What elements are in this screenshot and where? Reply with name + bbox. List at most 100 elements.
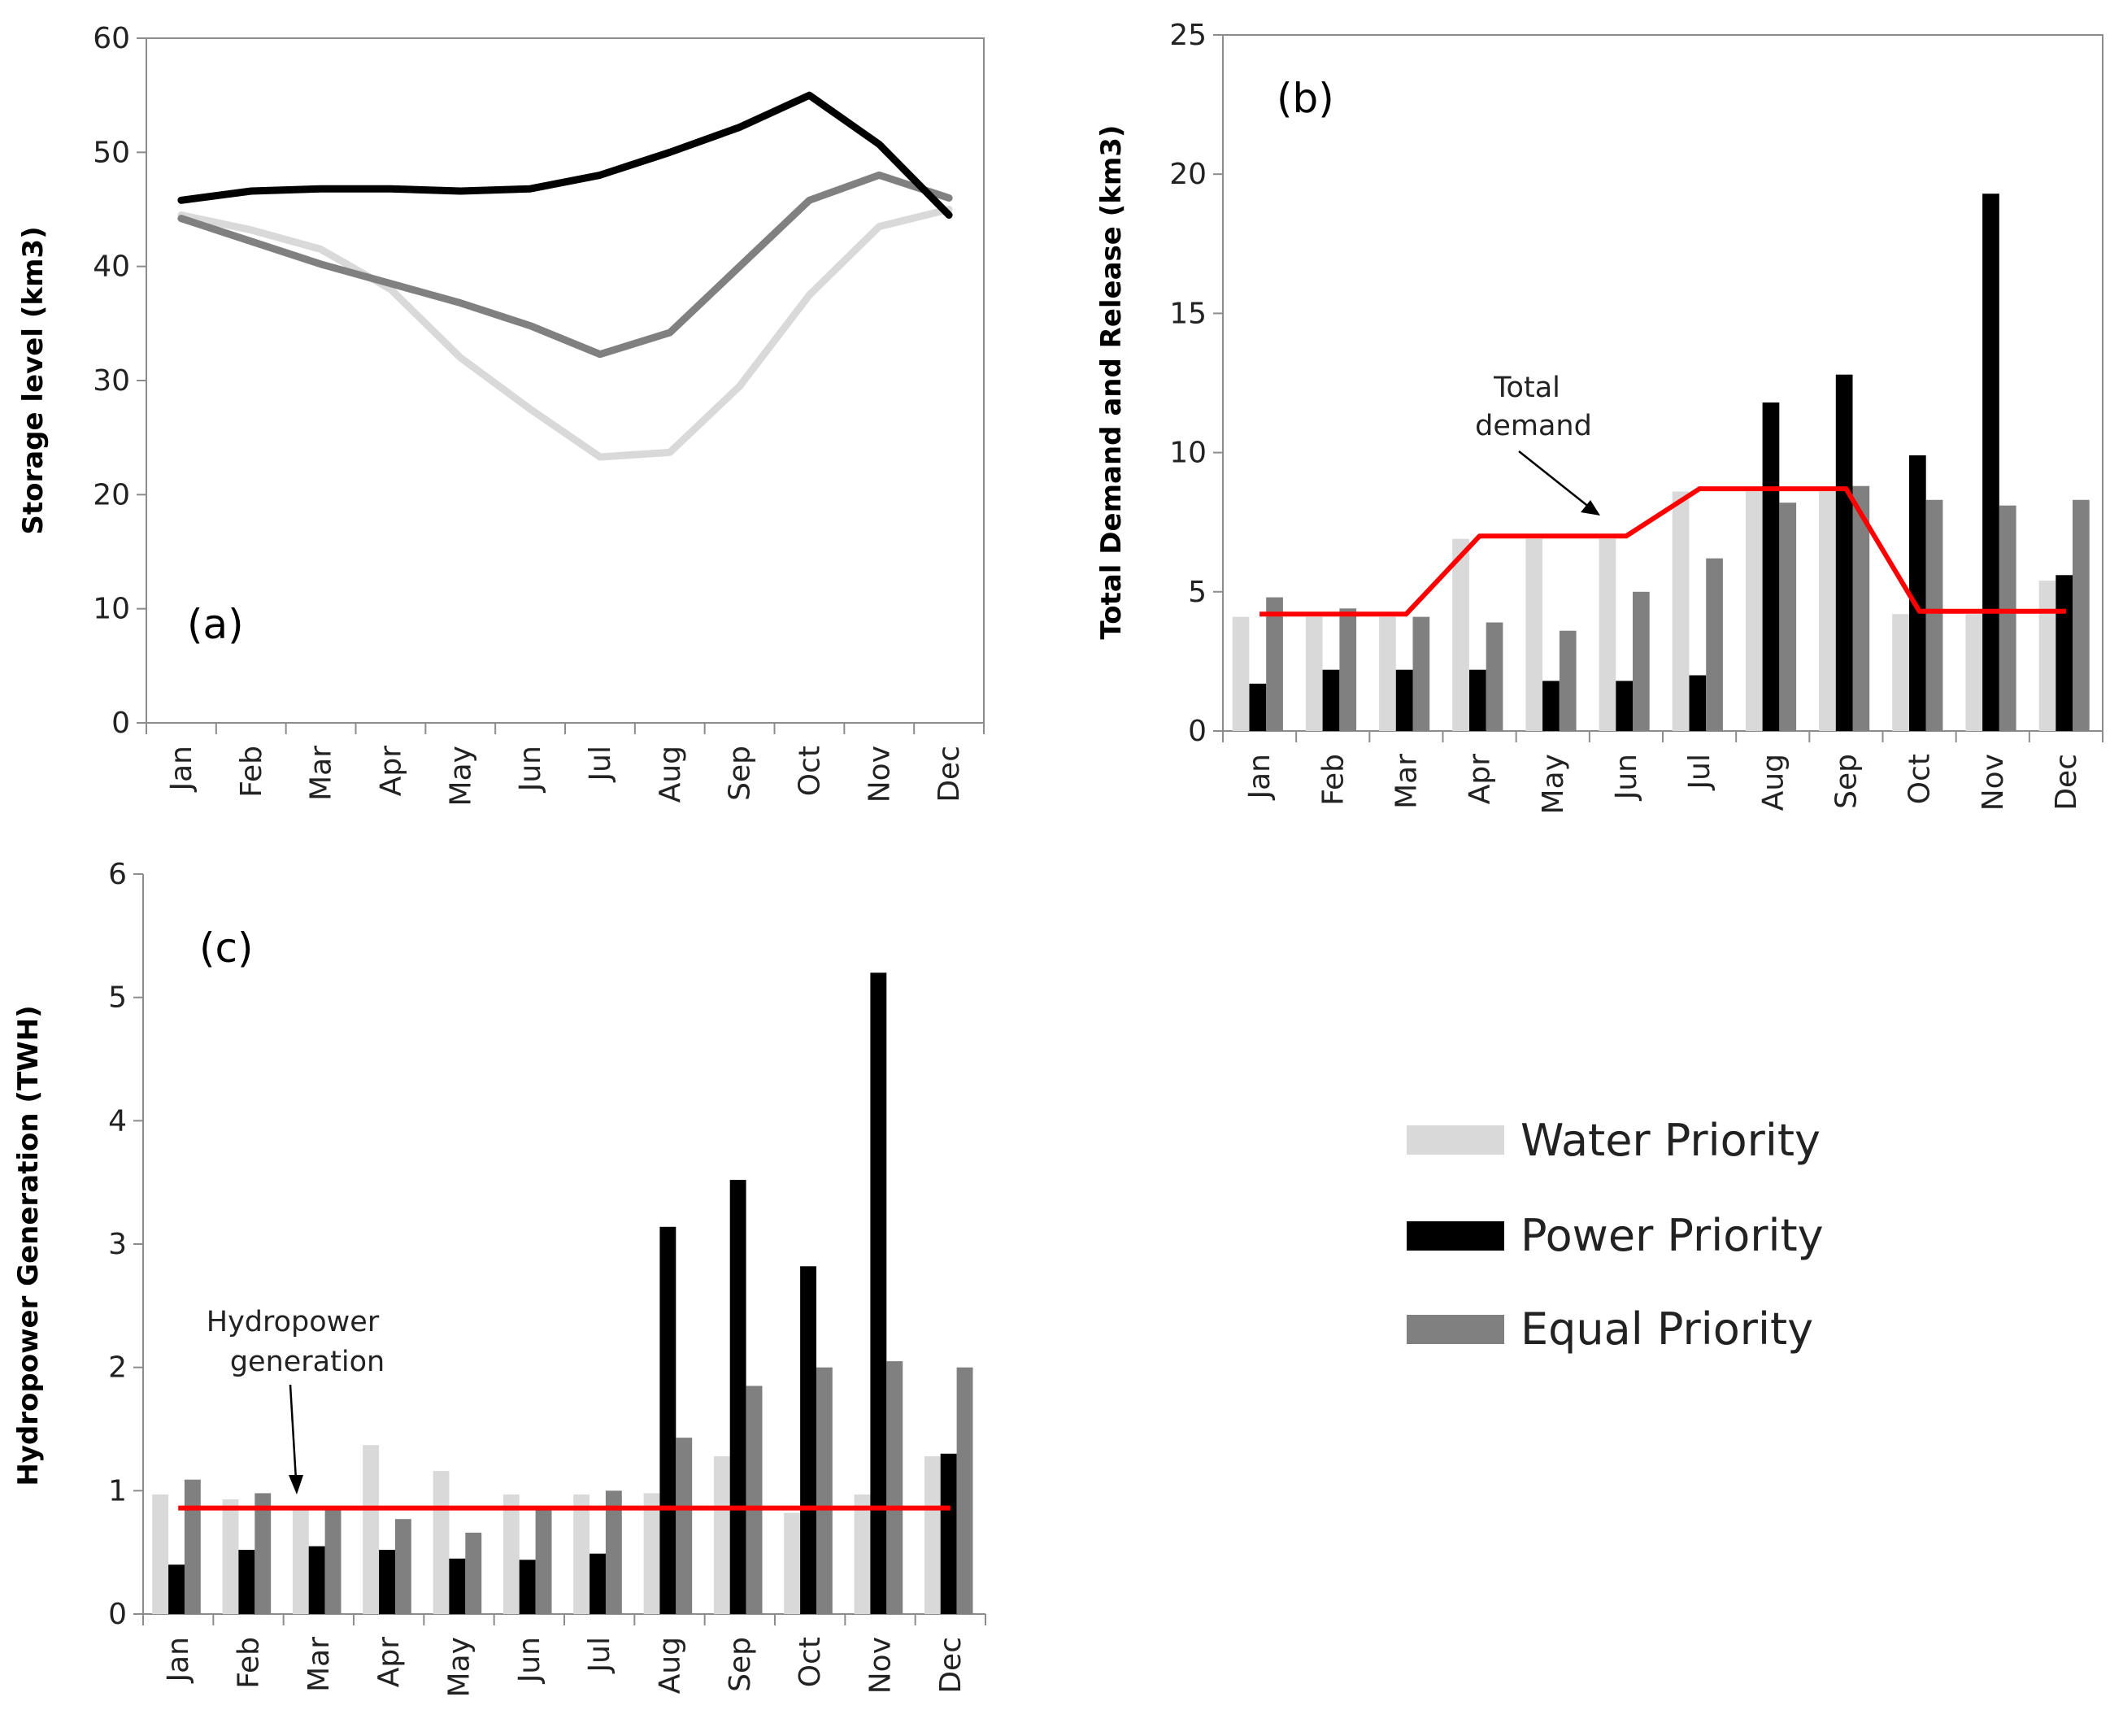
panel-b-bar-water-priority [1379, 616, 1396, 731]
panel-c-bar-equal-priority [465, 1532, 482, 1614]
panel-b-bar-power-priority [1322, 669, 1340, 731]
panel-b-x-tick-label: Sep [1829, 754, 1863, 809]
panel-a-y-tick-label: 0 [111, 707, 130, 740]
panel-b-bar-power-priority [1762, 402, 1780, 731]
panel-c-x-tick-label: Mar [302, 1637, 336, 1692]
panel-c-bar-power-priority [238, 1550, 255, 1614]
panel-b-x-tick-label: Dec [2050, 754, 2083, 811]
panel-c-bar-equal-priority [956, 1367, 973, 1614]
panel-a-x-tick-label: Oct [793, 746, 826, 796]
panel-c-annotation-line1: Hydropower [207, 1306, 380, 1338]
panel-c-bar-power-priority [870, 972, 887, 1614]
panel-c-bar-equal-priority [535, 1509, 552, 1614]
panel-b-bar-power-priority [1469, 669, 1486, 731]
panel-b-bar-equal-priority [1633, 591, 1650, 731]
panel-b-axis: 0 5 10 15 20 25 Jan Feb Mar Apr May Jun Jul Aug Sep Oct… [1169, 19, 2103, 814]
panel-c-bar-power-priority [800, 1266, 816, 1614]
panel-c-bar-equal-priority [746, 1386, 763, 1614]
panel-b-bar-equal-priority [2073, 499, 2090, 731]
legend-label-power: Power Priority [1520, 1210, 1824, 1261]
panel-b-bar-equal-priority [1779, 503, 1797, 731]
panel-c-y-tick-label: 5 [108, 981, 127, 1015]
panel-c-x-tick-label: Jun [513, 1637, 546, 1684]
panel-b-bar-water-priority [1525, 538, 1543, 731]
panel-b-demand-chart: 0 5 10 15 20 25 Jan Feb Mar Apr May Jun Jul Aug Sep Oct… [1095, 19, 2103, 814]
legend-label-equal: Equal Priority [1520, 1303, 1813, 1355]
panel-c-x-tick-label: Feb [233, 1637, 266, 1689]
panel-c-bar-power-priority [729, 1180, 746, 1614]
panel-b-arrowhead [1581, 500, 1600, 516]
panel-b-bar-water-priority [1305, 616, 1323, 731]
panel-a-axis: 0 10 20 30 40 50 60 Jan Feb Mar Apr May Jun Jul Aug Sep… [93, 22, 985, 806]
panel-a-x-tick-label: May [444, 746, 477, 806]
panel-c-axis: 0 1 2 3 4 5 6 Jan Feb Mar Apr May Jun Jul Aug Sep Oct Nov… [108, 858, 986, 1697]
panel-a-x-tick-label: Mar [305, 746, 338, 801]
panel-c-bar-power-priority [940, 1453, 957, 1614]
panel-c-bar-power-priority [449, 1558, 466, 1615]
panel-c-hydropower-chart: 0 1 2 3 4 5 6 Jan Feb Mar Apr May Jun Jul Aug Sep Oct Nov… [12, 858, 986, 1697]
panel-a-x-tick-label: Jun [514, 746, 547, 793]
panel-c-annotation-arrow [289, 1384, 298, 1481]
panel-c-x-tick-label: Jul [583, 1637, 616, 1673]
panel-a-y-tick-label: 30 [93, 364, 130, 398]
panel-a-plot-frame [146, 37, 985, 724]
panel-b-bar-water-priority [1819, 491, 1836, 731]
panel-c-bar-equal-priority [324, 1509, 342, 1614]
panel-b-y-tick-label: 20 [1169, 158, 1207, 191]
panel-c-bar-water-priority [854, 1494, 871, 1614]
panel-c-x-tick-label: Sep [724, 1637, 757, 1692]
panel-c-bar-equal-priority [816, 1367, 833, 1614]
panel-b-y-tick-label: 5 [1188, 576, 1207, 609]
panel-c-tag: (c) [199, 925, 254, 972]
panel-a-x-tick-label: Jul [584, 746, 617, 782]
panel-b-x-tick-label: Jul [1683, 754, 1716, 790]
panel-c-bar-equal-priority [394, 1519, 411, 1614]
panel-b-bar-water-priority [1745, 491, 1763, 731]
panel-b-bar-water-priority [1672, 491, 1690, 731]
panel-b-tag: (b) [1277, 75, 1334, 122]
panel-b-x-tick-label: Jun [1610, 754, 1643, 801]
panel-b-bar-water-priority [1452, 538, 1469, 731]
panel-b-annotation-line1: Total [1493, 372, 1560, 404]
panel-c-x-tick-label: Nov [864, 1637, 898, 1694]
panel-a-y-tick-label: 40 [93, 250, 130, 284]
panel-b-bar-water-priority [1965, 614, 1983, 731]
panel-c-y-tick-label: 3 [108, 1228, 127, 1261]
panel-c-bar-equal-priority [886, 1361, 903, 1614]
legend-swatch-power [1407, 1221, 1504, 1251]
panel-b-annotation-arrow [1518, 450, 1594, 511]
panel-b-bar-power-priority [1395, 669, 1413, 731]
panel-c-bar-water-priority [713, 1455, 730, 1614]
panel-b-x-tick-label: Apr [1464, 754, 1497, 804]
panel-c-x-tick-label: Dec [934, 1637, 968, 1694]
panel-b-bar-water-priority [1892, 614, 1909, 731]
panel-a-line-water-priority [177, 206, 953, 461]
legend-swatch-equal [1407, 1315, 1504, 1344]
panel-b-bar-equal-priority [1486, 622, 1503, 731]
panel-c-y-tick-label: 0 [108, 1598, 127, 1631]
panel-c-bar-water-priority [643, 1493, 660, 1614]
panel-c-bar-water-priority [502, 1494, 520, 1614]
panel-c-bar-water-priority [573, 1494, 590, 1614]
panel-c-bar-power-priority [308, 1546, 325, 1614]
panel-b-bar-equal-priority [1559, 630, 1577, 731]
panel-b-bar-equal-priority [1999, 505, 2016, 731]
panel-c-x-tick-label: May [443, 1637, 476, 1697]
panel-b-y-tick-label: 0 [1188, 715, 1207, 748]
panel-c-ylabel: Hydropower Generation (TWH) [12, 1005, 45, 1486]
panel-b-y-tick-label: 10 [1169, 437, 1207, 470]
panel-a-x-tick-label: Dec [933, 746, 966, 803]
legend-label-water: Water Priority [1520, 1115, 1821, 1166]
panel-c-x-tick-label: Aug [654, 1637, 687, 1694]
panel-c-x-tick-label: Jan [162, 1637, 195, 1684]
panel-a-line-power-priority [177, 91, 953, 219]
panel-c-bar-equal-priority [254, 1493, 272, 1614]
panel-a-x-tick-label: Feb [235, 746, 268, 798]
panel-a-y-tick-label: 10 [93, 593, 130, 626]
panel-a-x-tick-label: Nov [863, 746, 896, 803]
panel-a-series [177, 91, 953, 461]
panel-c-bar-equal-priority [605, 1490, 622, 1614]
panel-b-bar-power-priority [2056, 575, 2073, 731]
panel-b-y-tick-label: 25 [1169, 19, 1207, 52]
